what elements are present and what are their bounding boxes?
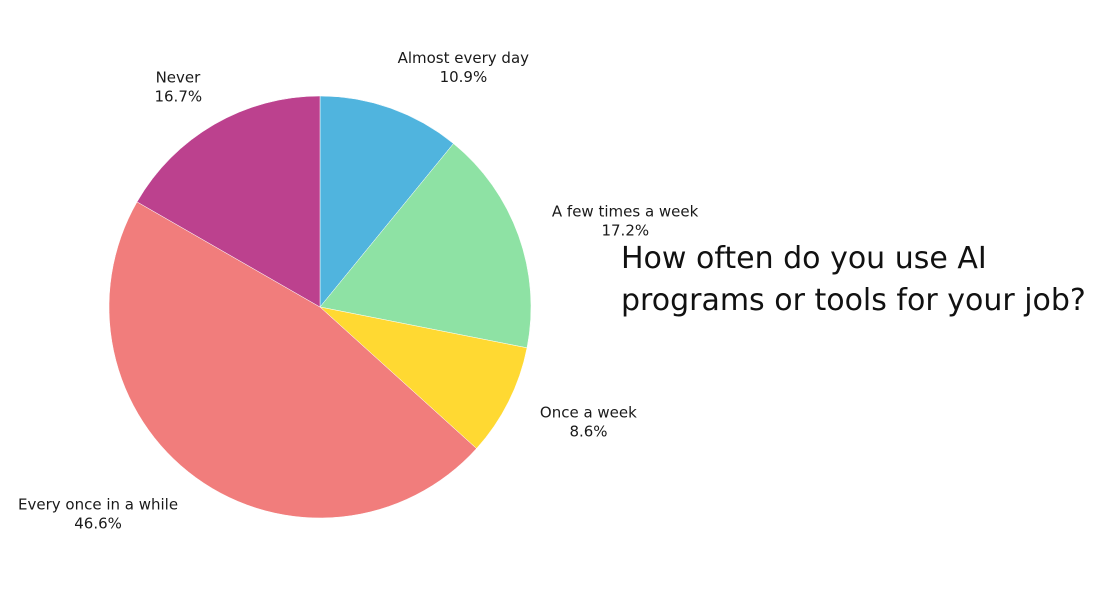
slice-label-once-a-week: Once a week xyxy=(540,403,637,421)
pie-slice-once-a-week xyxy=(319,306,528,449)
slice-value-never: 16.7% xyxy=(154,87,202,105)
slice-value-every-once-in-a-while: 46.6% xyxy=(74,514,122,532)
slice-label-almost-every-day: Almost every day xyxy=(398,49,530,67)
slice-value-almost-every-day: 10.9% xyxy=(440,68,488,86)
slice-label-a-few-times-a-week: A few times a week xyxy=(552,203,699,221)
pie-slices xyxy=(108,95,532,519)
pie-slice-never xyxy=(136,95,321,308)
slice-label-never: Never xyxy=(156,68,202,86)
pie-slice-almost-every-day xyxy=(319,95,454,308)
chart-title: How often do you use AI programs or tool… xyxy=(621,241,1086,318)
pie-slice-a-few-times-a-week xyxy=(319,143,532,349)
slice-label-every-once-in-a-while: Every once in a while xyxy=(18,495,178,513)
slice-value-a-few-times-a-week: 17.2% xyxy=(601,222,649,240)
slice-value-once-a-week: 8.6% xyxy=(569,422,607,440)
pie-slice-every-once-in-a-while xyxy=(108,201,477,519)
